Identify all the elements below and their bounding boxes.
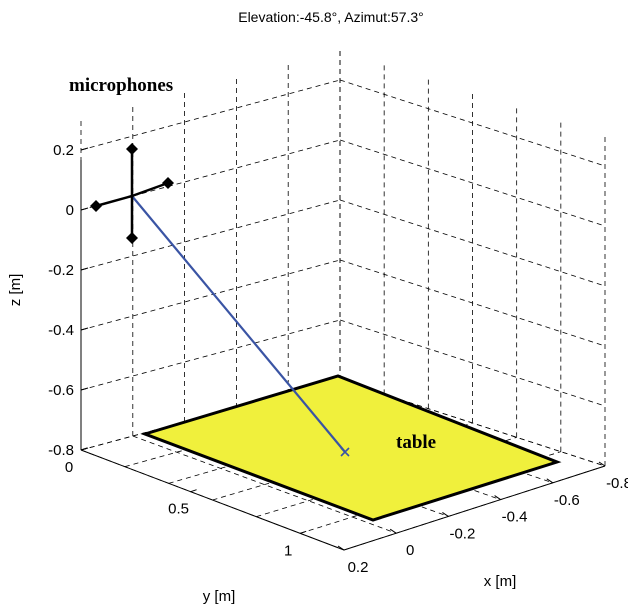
- x-tick-label: 0: [406, 542, 414, 559]
- y-tick-mark: [190, 489, 197, 493]
- mic-marker-top: [126, 143, 138, 155]
- y-tick-mark: [300, 530, 307, 534]
- mic-arm-right: [131, 181, 169, 198]
- annotation-table: table: [396, 432, 436, 453]
- mic-marker-left: [90, 200, 102, 212]
- z-tick-label: 0: [66, 202, 74, 219]
- x-tick-label: -0.4: [502, 509, 528, 526]
- y-tick-label: 1: [284, 542, 292, 559]
- y-tick-label: 0.5: [168, 501, 189, 518]
- z-tick-mark: [80, 207, 89, 211]
- chart-title: Elevation:-45.8°, Azimut:57.3°: [238, 9, 424, 25]
- grid-line-wall-horizontal: [339, 319, 606, 407]
- tick-labels: 0.20-0.2-0.4-0.6-0.800.51-0.8-0.6-0.4-0.…: [48, 142, 628, 576]
- z-tick-label: -0.4: [48, 322, 74, 339]
- grid-line-floor-x: [132, 435, 397, 534]
- grid-line-wall-horizontal: [339, 139, 606, 227]
- x-tick-mark: [442, 511, 449, 517]
- y-tick-mark: [80, 447, 88, 451]
- mic-marker-bottom: [126, 232, 138, 244]
- x-tick-label: 0.2: [348, 559, 369, 576]
- z-axis-label: z [m]: [7, 274, 24, 307]
- y-axis-label: y [m]: [203, 588, 236, 605]
- x-tick-mark: [337, 545, 345, 551]
- microphone-array: [90, 143, 174, 244]
- z-tick-label: -0.2: [48, 262, 74, 279]
- x-tick-label: -0.8: [606, 475, 628, 492]
- z-tick-label: -0.8: [48, 442, 74, 459]
- direction-line: [131, 195, 346, 453]
- x-tick-label: -0.2: [449, 525, 475, 542]
- x-tick-mark: [389, 528, 397, 534]
- x-tick-label: -0.6: [554, 492, 580, 509]
- z-tick-mark: [80, 327, 89, 331]
- z-tick-label: -0.6: [48, 382, 74, 399]
- grid-line-wall-horizontal: [80, 199, 341, 271]
- z-tick-mark: [80, 387, 89, 391]
- y-tick-label: 0: [65, 459, 73, 476]
- grid-line-wall-horizontal: [339, 79, 606, 167]
- z-tick-label: 0.2: [53, 142, 74, 159]
- x-axis-label: x [m]: [484, 573, 517, 590]
- mic-marker-right: [162, 177, 174, 189]
- grid-line-wall-horizontal: [339, 199, 606, 287]
- grid-line-wall-horizontal: [339, 259, 606, 347]
- x-tick-mark: [494, 495, 501, 501]
- grid-line-wall-horizontal: [80, 319, 341, 391]
- x-tick-mark: [546, 478, 554, 484]
- z-tick-mark: [80, 147, 89, 151]
- table-surface: [140, 374, 562, 522]
- z-tick-mark: [80, 267, 89, 271]
- annotation-microphones: microphones: [69, 75, 173, 96]
- grid-line-wall-horizontal: [80, 259, 341, 331]
- x-axis-line: [343, 465, 606, 551]
- direction-line-end-marker: [340, 447, 350, 457]
- x-tick-mark: [598, 461, 606, 467]
- mic-arm-left: [95, 194, 133, 208]
